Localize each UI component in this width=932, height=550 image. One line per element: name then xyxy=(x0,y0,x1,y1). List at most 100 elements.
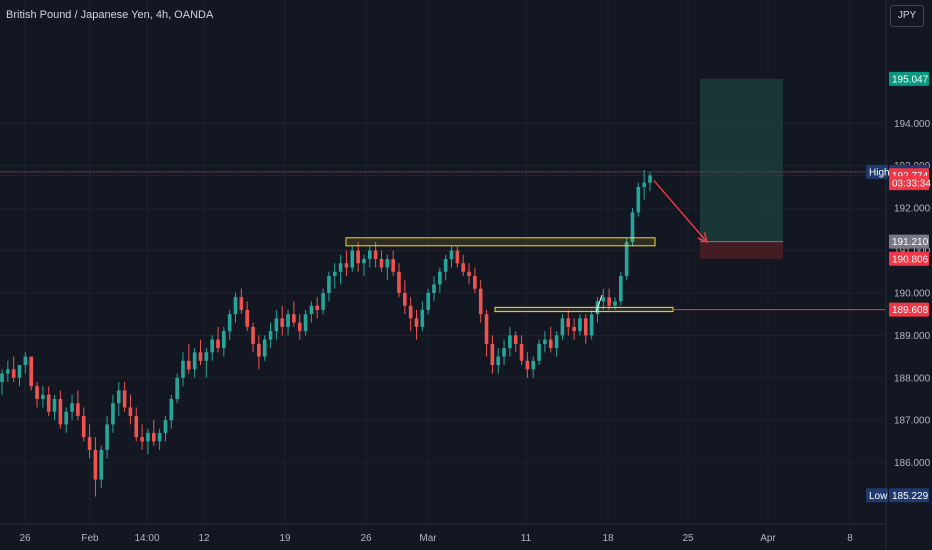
candle-body xyxy=(484,314,489,344)
candle xyxy=(356,242,360,272)
price-tag-value: 190.806 xyxy=(892,254,929,265)
grid-lines xyxy=(0,0,885,524)
candle-body xyxy=(543,339,547,344)
candle-body xyxy=(461,263,465,272)
currency-button[interactable]: JPY xyxy=(890,5,924,27)
candle-body xyxy=(519,343,524,361)
candle-body xyxy=(607,297,611,306)
price-tag-box xyxy=(889,176,929,191)
price-tag-label: Low xyxy=(869,491,888,502)
candle xyxy=(122,382,127,412)
candle-body xyxy=(397,271,401,293)
breakout-mark xyxy=(595,294,603,313)
candle-body xyxy=(508,335,512,349)
candle xyxy=(467,263,471,285)
price-tick-label: 191.000 xyxy=(894,246,931,257)
symbol-title: British Pound / Japanese Yen, 4h, OANDA xyxy=(6,9,214,21)
candle xyxy=(560,314,565,340)
candle-body xyxy=(204,352,209,361)
candle-body xyxy=(227,314,232,332)
candle-body xyxy=(554,335,559,349)
candle xyxy=(315,297,320,319)
price-tag-box xyxy=(889,488,929,503)
candle xyxy=(169,394,174,429)
candle xyxy=(408,297,413,332)
candle-body xyxy=(648,175,652,183)
candle-body xyxy=(362,259,366,264)
candle xyxy=(116,382,121,416)
candle-body xyxy=(525,360,530,370)
candle xyxy=(449,246,454,268)
candle-body xyxy=(292,314,296,323)
candle xyxy=(478,280,483,323)
candle xyxy=(601,288,606,310)
candle-body xyxy=(356,250,360,264)
candle-body xyxy=(537,343,541,361)
candle xyxy=(630,208,635,247)
time-tick-label: 25 xyxy=(682,533,694,544)
candle xyxy=(490,335,495,374)
candle-body xyxy=(490,343,495,366)
target-zone-box xyxy=(700,78,783,242)
price-tick-label: 186.000 xyxy=(894,458,931,469)
candle-body xyxy=(268,331,273,340)
candle-body xyxy=(420,309,425,327)
price-tag: 185.229 Low xyxy=(866,488,929,503)
time-axis[interactable]: 26 Feb 14:00 12 19 26 Mar 11 18 25 Apr 8 xyxy=(0,523,886,544)
candle xyxy=(41,386,45,408)
candle xyxy=(187,343,191,374)
projection-arrow-line xyxy=(653,180,708,243)
candle-body xyxy=(403,292,407,306)
candle xyxy=(607,288,611,310)
candle xyxy=(519,335,524,366)
candle xyxy=(175,373,179,404)
price-axis[interactable]: 194.000193.000192.000191.000190.000189.0… xyxy=(885,0,932,550)
candle xyxy=(111,394,115,433)
candle xyxy=(443,254,448,281)
candle xyxy=(297,314,302,340)
candle-body xyxy=(385,259,390,268)
price-tag-box xyxy=(889,71,929,86)
candle-body xyxy=(350,250,355,268)
candle-body xyxy=(52,398,57,412)
candle xyxy=(181,352,185,387)
candle xyxy=(578,314,582,336)
candle-body xyxy=(151,432,156,442)
candle-body xyxy=(344,263,349,268)
candle xyxy=(367,246,372,268)
candle xyxy=(513,331,518,353)
resistance-zone-lower xyxy=(494,306,674,313)
price-tag-value: 195.047 xyxy=(892,74,929,85)
candle-body xyxy=(116,390,121,404)
candle xyxy=(204,348,209,378)
candle xyxy=(35,382,39,408)
candle-body xyxy=(0,373,4,383)
price-tag-label-box xyxy=(866,164,888,179)
time-tick-label: 12 xyxy=(198,533,210,544)
candle-body xyxy=(262,339,267,357)
candle xyxy=(321,288,325,315)
candle xyxy=(0,369,4,395)
candle xyxy=(58,390,63,429)
candle xyxy=(105,415,109,459)
candle-body xyxy=(297,322,302,332)
time-tick-label: 19 xyxy=(279,533,291,544)
candle-body xyxy=(338,263,343,272)
candle-body xyxy=(29,356,33,387)
candle-body xyxy=(192,352,197,370)
candle-body xyxy=(583,318,588,336)
candle-body xyxy=(408,305,413,319)
candle-body xyxy=(496,356,501,366)
candle xyxy=(566,309,571,336)
candle xyxy=(251,322,255,353)
candle xyxy=(23,352,28,374)
candle xyxy=(484,309,489,357)
candle-body xyxy=(432,284,436,293)
candle-body xyxy=(379,259,384,268)
candle xyxy=(461,254,465,276)
candle-body xyxy=(560,318,565,336)
price-tick-label: 192.000 xyxy=(894,204,931,215)
candle xyxy=(11,356,16,383)
time-tick-label: 18 xyxy=(602,533,614,544)
